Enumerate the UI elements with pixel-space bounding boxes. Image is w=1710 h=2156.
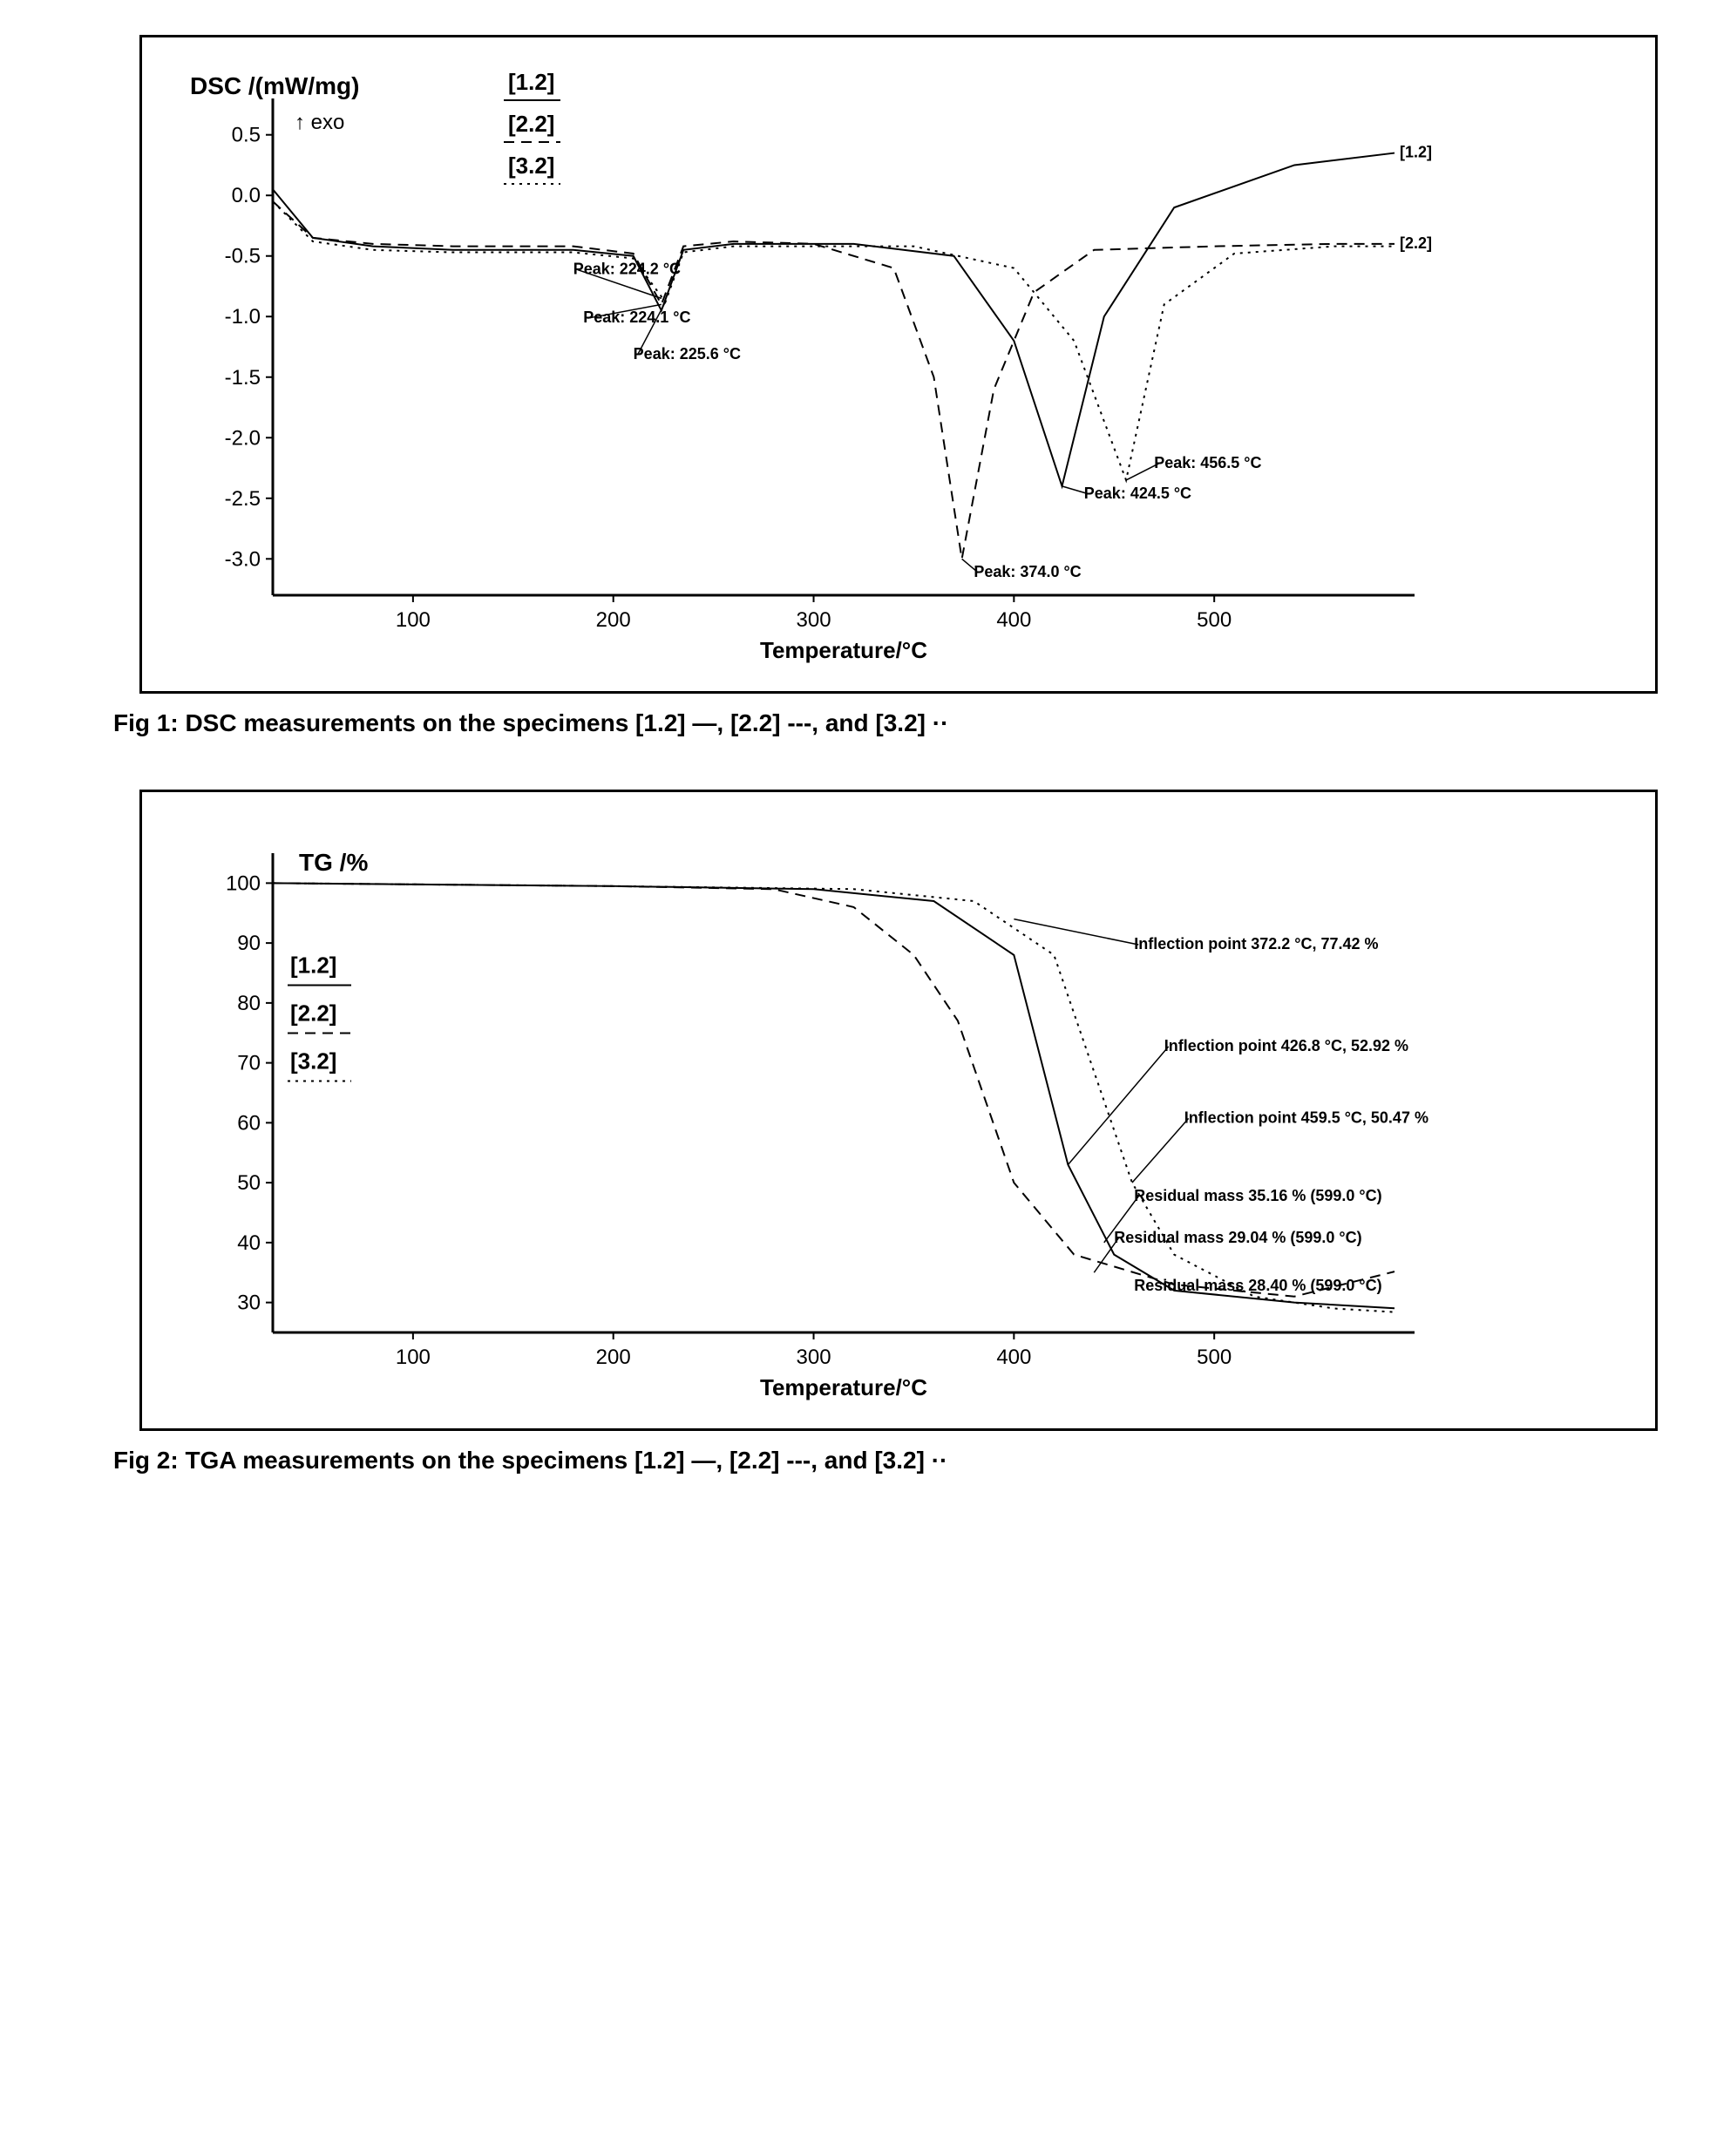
fig2-container: 100 90 80 70 60 50 40 30 100 200 300 400 500 Temperat… (139, 790, 1658, 1475)
svg-text:80: 80 (237, 992, 261, 1015)
svg-text:300: 300 (797, 1346, 831, 1369)
fig1-container: 0.5 0.0 -0.5 -1.0 -1.5 -2.0 -2.5 -3.0 100 200 300 4… (139, 35, 1658, 737)
svg-text:90: 90 (237, 932, 261, 955)
svg-text:-0.5: -0.5 (225, 245, 261, 268)
fig1-plot-box: 0.5 0.0 -0.5 -1.0 -1.5 -2.0 -2.5 -3.0 100 200 300 4… (139, 35, 1658, 694)
fig1-caption: Fig 1: DSC measurements on the specimens… (113, 709, 1658, 737)
svg-text:500: 500 (1197, 608, 1232, 632)
svg-text:-1.5: -1.5 (225, 366, 261, 390)
fig2-plot-box: 100 90 80 70 60 50 40 30 100 200 300 400 500 Temperat… (139, 790, 1658, 1431)
svg-text:-2.0: -2.0 (225, 426, 261, 450)
svg-text:-2.5: -2.5 (225, 487, 261, 511)
svg-text:0.0: 0.0 (232, 184, 261, 207)
fig2-svg: 100 90 80 70 60 50 40 30 100 200 300 400 500 Temperat… (159, 818, 1467, 1411)
svg-text:Peak: 456.5 °C: Peak: 456.5 °C (1154, 454, 1261, 471)
fig2-caption: Fig 2: TGA measurements on the specimens… (113, 1447, 1658, 1475)
svg-text:400: 400 (996, 608, 1031, 632)
svg-text:500: 500 (1197, 1346, 1232, 1369)
svg-text:Inflection point 372.2 °C, 77.: Inflection point 372.2 °C, 77.42 % (1134, 935, 1378, 953)
svg-text:200: 200 (596, 1346, 631, 1369)
svg-text:Residual mass 28.40 % (599.0 °: Residual mass 28.40 % (599.0 °C) (1134, 1277, 1381, 1294)
svg-text:200: 200 (596, 608, 631, 632)
svg-text:[1.2]: [1.2] (290, 953, 336, 979)
svg-text:100: 100 (396, 1346, 431, 1369)
svg-text:Temperature/°C: Temperature/°C (760, 637, 927, 663)
svg-text:100: 100 (396, 608, 431, 632)
svg-text:Peak: 424.5 °C: Peak: 424.5 °C (1084, 485, 1191, 502)
svg-text:TG /%: TG /% (299, 849, 368, 876)
svg-text:Temperature/°C: Temperature/°C (760, 1374, 927, 1400)
svg-text:70: 70 (237, 1052, 261, 1075)
svg-text:↑ exo: ↑ exo (295, 111, 344, 134)
svg-text:[2.2]: [2.2] (1400, 234, 1432, 252)
svg-text:Peak: 224.1 °C: Peak: 224.1 °C (583, 308, 690, 326)
svg-text:Peak: 225.6 °C: Peak: 225.6 °C (634, 345, 741, 363)
svg-text:Inflection point 459.5 °C, 50.: Inflection point 459.5 °C, 50.47 % (1184, 1109, 1428, 1126)
svg-text:[1.2]: [1.2] (508, 69, 554, 95)
svg-text:[2.2]: [2.2] (508, 111, 554, 137)
svg-text:[3.2]: [3.2] (508, 153, 554, 179)
svg-text:100: 100 (226, 871, 261, 895)
svg-text:[2.2]: [2.2] (290, 1000, 336, 1027)
svg-text:Inflection point 426.8 °C, 52.: Inflection point 426.8 °C, 52.92 % (1164, 1037, 1408, 1054)
svg-text:[1.2]: [1.2] (1400, 144, 1432, 161)
svg-text:DSC /(mW/mg): DSC /(mW/mg) (190, 72, 359, 99)
svg-text:60: 60 (237, 1111, 261, 1135)
svg-text:300: 300 (797, 608, 831, 632)
svg-text:400: 400 (996, 1346, 1031, 1369)
svg-text:-3.0: -3.0 (225, 547, 261, 571)
svg-text:Residual mass 35.16 % (599.0: Residual mass 35.16 % (599.0 °C) (1134, 1187, 1381, 1204)
svg-text:[3.2]: [3.2] (290, 1048, 336, 1075)
svg-text:Residual mass 29.04 % (599.0: Residual mass 29.04 % (599.0 °C) (1114, 1229, 1361, 1246)
svg-text:40: 40 (237, 1231, 261, 1255)
svg-text:Peak: 224.2 °C: Peak: 224.2 °C (573, 261, 681, 278)
svg-text:Peak: 374.0 °C: Peak: 374.0 °C (974, 563, 1081, 580)
svg-text:30: 30 (237, 1292, 261, 1315)
fig1-svg: 0.5 0.0 -0.5 -1.0 -1.5 -2.0 -2.5 -3.0 100 200 300 4… (159, 64, 1467, 674)
svg-text:0.5: 0.5 (232, 124, 261, 147)
svg-text:50: 50 (237, 1171, 261, 1195)
svg-text:-1.0: -1.0 (225, 305, 261, 329)
